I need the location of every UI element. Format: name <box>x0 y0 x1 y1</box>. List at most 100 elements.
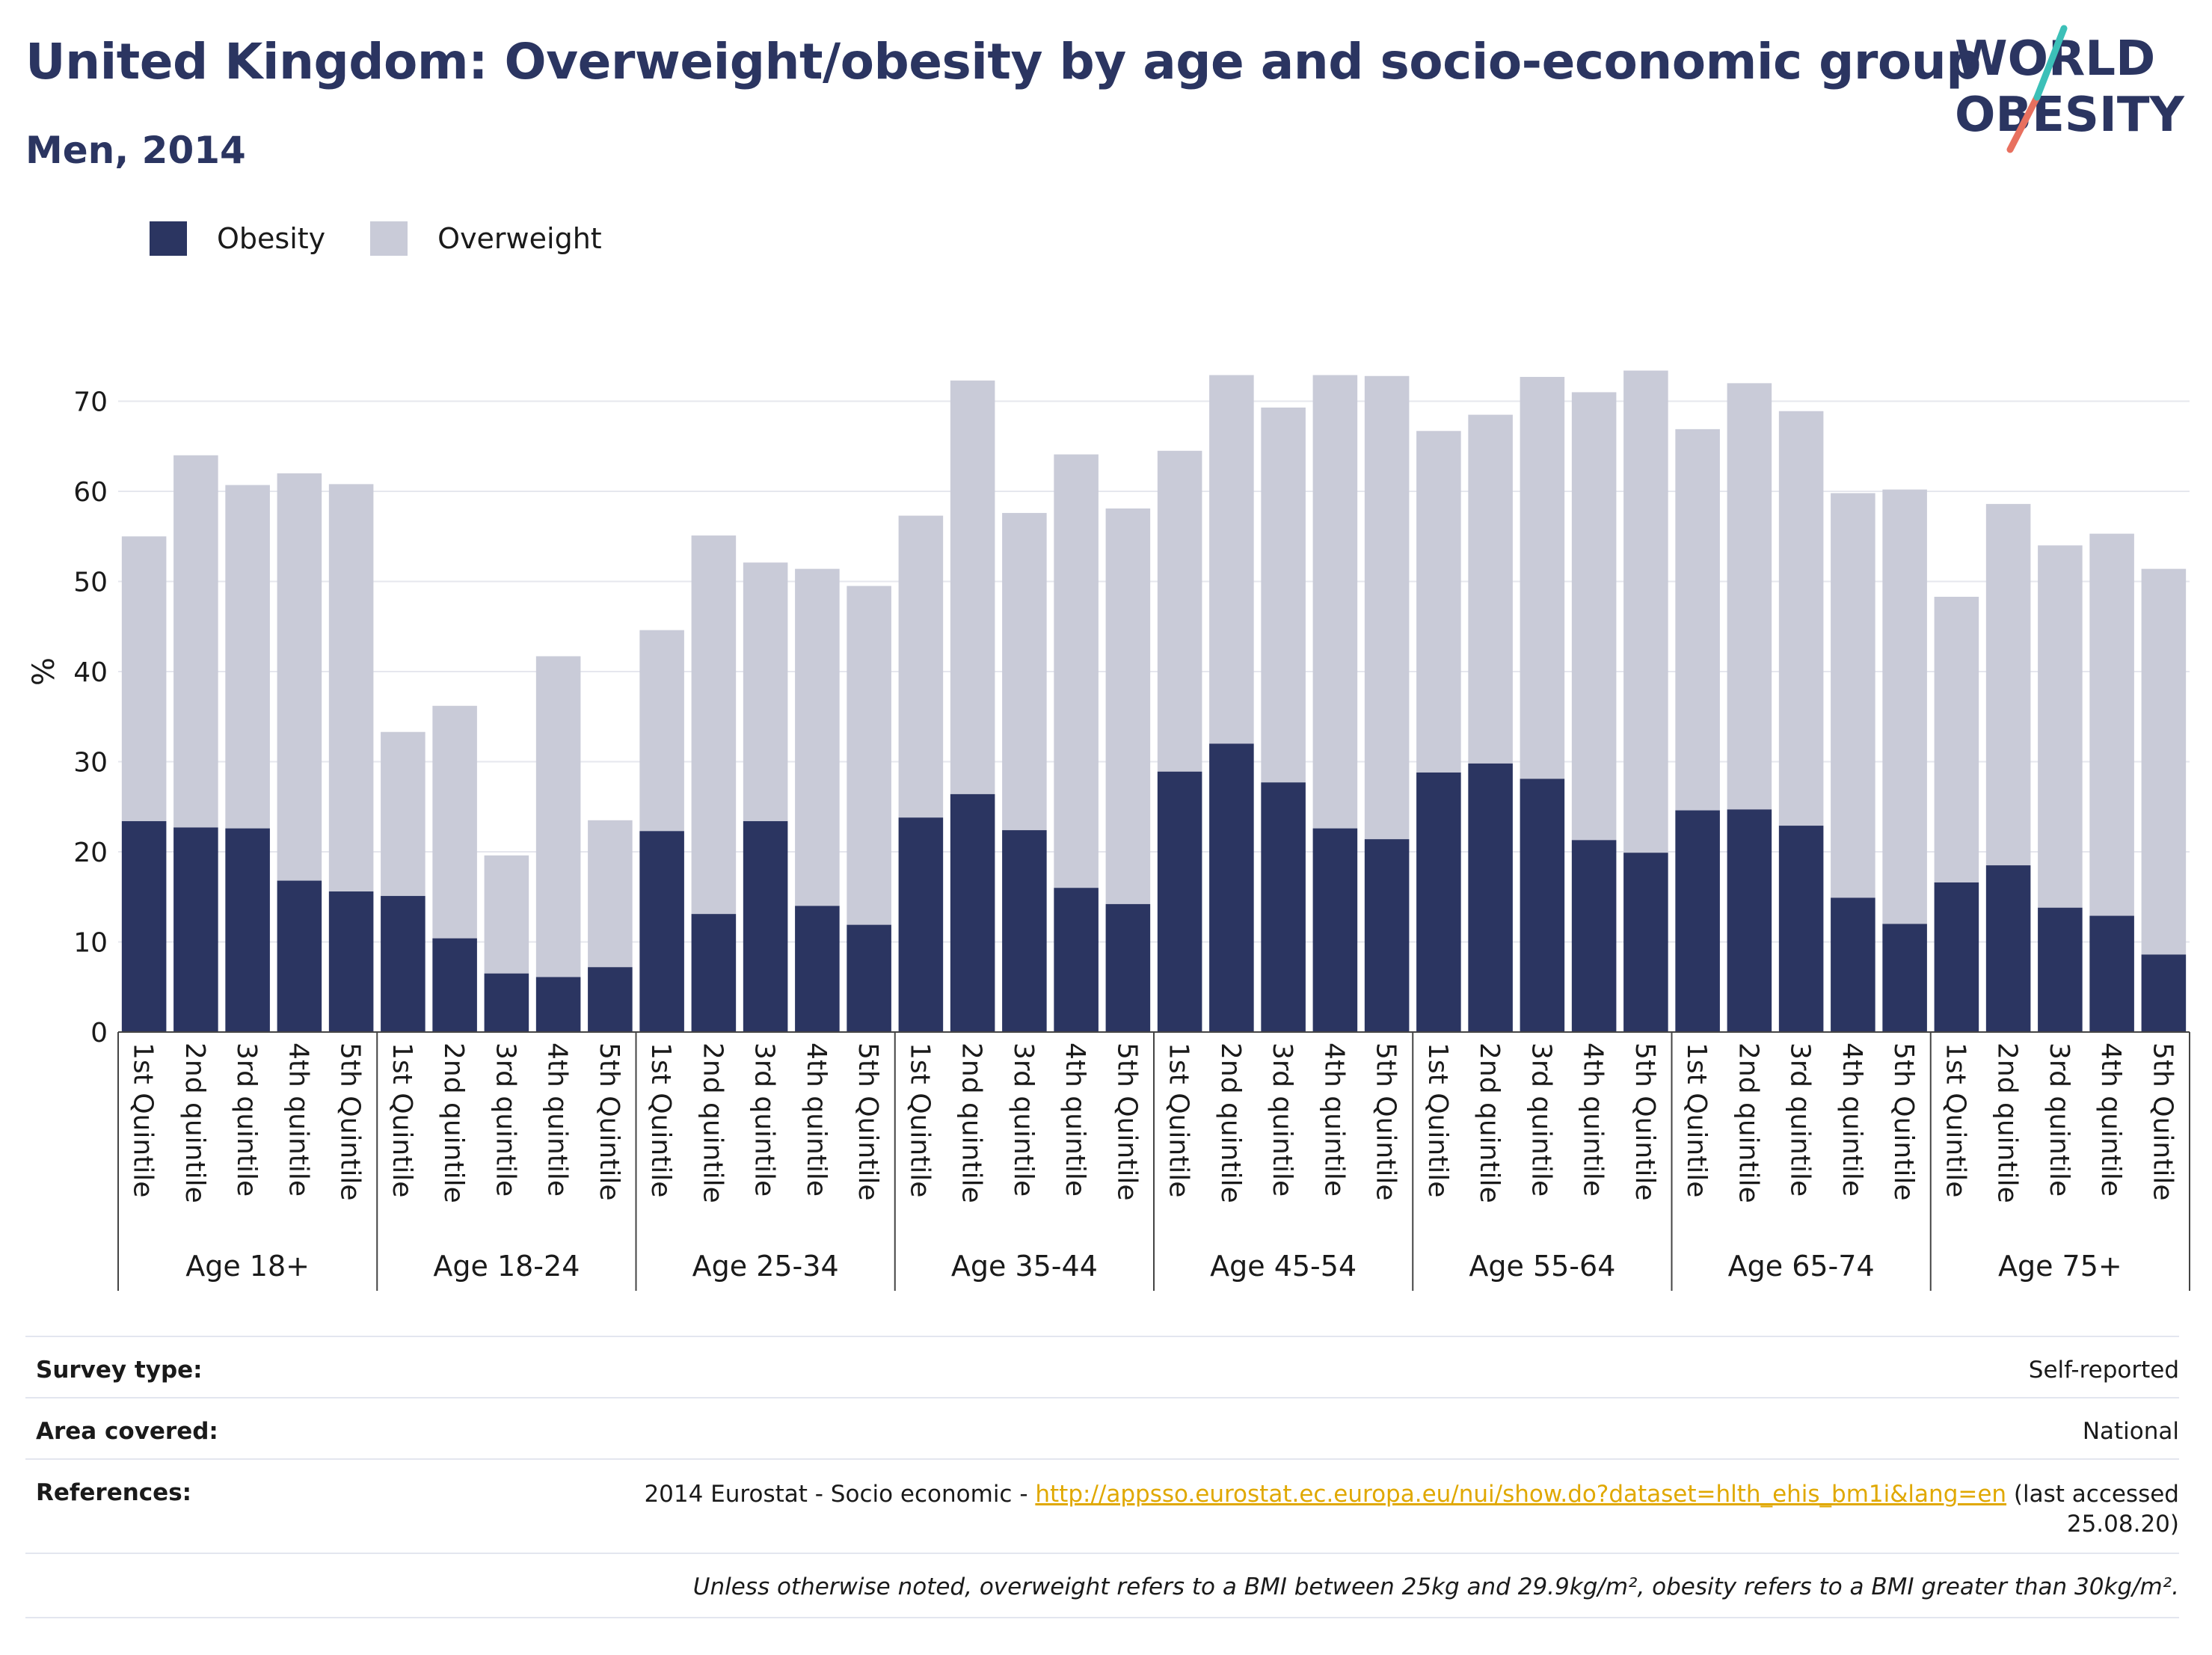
bar-overweight <box>535 656 581 977</box>
bar-obesity <box>1778 826 1824 1032</box>
bar-overweight <box>432 705 477 939</box>
x-tick-label: 5th Quintile <box>1111 1043 1142 1201</box>
bar-overweight <box>1157 450 1202 772</box>
bar-overweight <box>639 630 684 832</box>
ref-suffix: (last accessed <box>2006 1481 2179 1508</box>
x-tick-label: 1st Quintile <box>128 1043 159 1197</box>
references-value: 2014 Eurostat - Socio economic - http://… <box>644 1479 2179 1539</box>
survey-type-value: Self-reported <box>2028 1357 2179 1384</box>
x-tick-label: 1st Quintile <box>1940 1043 1970 1197</box>
bar-overweight <box>1105 508 1151 904</box>
bar-obesity <box>950 793 995 1032</box>
bar-overweight <box>2038 545 2083 908</box>
x-tick-label: 1st Quintile <box>645 1043 676 1197</box>
references-label: References: <box>36 1479 192 1506</box>
y-tick-label: 40 <box>73 657 108 688</box>
bar-obesity <box>381 896 425 1032</box>
bar-obesity <box>225 828 270 1032</box>
bar-overweight <box>1261 407 1306 783</box>
bar-obesity <box>1468 763 1513 1032</box>
bar-obesity <box>2089 915 2134 1032</box>
bar-obesity <box>432 938 477 1032</box>
bar-overweight <box>2141 568 2187 955</box>
ref-prefix: 2014 Eurostat - Socio economic - <box>644 1481 1036 1508</box>
group-label: Age 65-74 <box>1728 1250 1875 1283</box>
x-tick-label: 2nd quintile <box>956 1043 987 1203</box>
x-tick-label: 3rd quintile <box>1008 1043 1039 1197</box>
bar-overweight <box>1364 375 1410 840</box>
bar-overweight <box>743 562 788 822</box>
y-tick-label: 70 <box>73 387 108 418</box>
stacked-bar-chart: 0 10 20 30 40 50 60 70% 1st Quintile 2nd quintile… <box>27 370 2190 1291</box>
bar-overweight <box>1002 512 1047 831</box>
ref-link[interactable]: http://appsso.eurostat.ec.europa.eu/nui/… <box>1035 1481 2007 1508</box>
x-tick-label: 2nd quintile <box>1733 1043 1763 1203</box>
bar-overweight <box>1882 489 1927 924</box>
x-tick-label: 3rd quintile <box>231 1043 262 1197</box>
x-tick-label: 4th quintile <box>1578 1043 1609 1197</box>
legend-swatch-overweight <box>370 221 408 256</box>
bar-obesity <box>1105 903 1151 1032</box>
bar-obesity <box>1157 771 1202 1032</box>
bar-overweight <box>328 484 374 892</box>
bar-overweight <box>173 455 218 828</box>
ref-date: 25.08.20) <box>2066 1511 2179 1538</box>
group-label: Age 45-54 <box>1210 1250 1357 1283</box>
bar-overweight <box>795 568 840 906</box>
bar-overweight <box>1934 596 1979 882</box>
bar-overweight <box>1054 454 1099 888</box>
x-tick-label: 5th Quintile <box>1629 1043 1660 1201</box>
y-tick-label: 60 <box>73 477 108 508</box>
bar-obesity <box>1985 865 2031 1032</box>
x-tick-label: 3rd quintile <box>2044 1043 2074 1197</box>
info-row-area: Area covered: National <box>25 1397 2179 1458</box>
y-tick-label: 20 <box>73 838 108 868</box>
bar-overweight <box>1727 383 1772 810</box>
bar-overweight <box>950 380 995 794</box>
bar-overweight <box>2089 533 2134 916</box>
bar-obesity <box>1054 888 1099 1032</box>
bar-obesity <box>2141 954 2187 1032</box>
bar-obesity <box>847 924 891 1032</box>
bar-overweight <box>1831 493 1875 898</box>
bar-overweight <box>898 515 944 818</box>
x-tick-label: 5th Quintile <box>1371 1043 1401 1201</box>
bar-obesity <box>484 973 529 1032</box>
info-table: Survey type: Self-reported Area covered:… <box>25 1336 2179 1620</box>
bar-overweight <box>1416 431 1461 773</box>
bar-overweight <box>381 731 425 897</box>
legend-label-overweight: Overweight <box>437 222 602 255</box>
x-tick-label: 4th quintile <box>283 1043 313 1197</box>
bar-obesity <box>535 977 581 1032</box>
y-tick-label: 0 <box>90 1018 108 1048</box>
bar-obesity <box>1675 810 1720 1032</box>
area-label: Area covered: <box>36 1418 218 1445</box>
bar-overweight <box>588 820 633 968</box>
bar-overweight <box>277 473 322 881</box>
group-label: Age 35-44 <box>951 1250 1098 1283</box>
x-tick-label: 1st Quintile <box>1681 1043 1712 1197</box>
x-tick-label: 3rd quintile <box>1785 1043 1816 1197</box>
x-tick-label: 2nd quintile <box>1474 1043 1505 1203</box>
bar-obesity <box>121 821 167 1032</box>
bar-obesity <box>1520 779 1565 1032</box>
group-label: Age 75+ <box>1998 1250 2122 1283</box>
info-row-references: References: 2014 Eurostat - Socio econom… <box>25 1458 2179 1553</box>
x-tick-label: 5th Quintile <box>2147 1043 2178 1201</box>
bar-obesity <box>1002 830 1047 1032</box>
bar-obesity <box>173 827 218 1032</box>
bar-overweight <box>847 586 891 925</box>
bar-overweight <box>1312 375 1358 829</box>
x-tick-label: 1st Quintile <box>904 1043 935 1197</box>
bar-overweight <box>225 485 270 829</box>
chart-title: United Kingdom: Overweight/obesity by ag… <box>25 33 1982 90</box>
legend-item-obesity: Obesity <box>150 221 325 256</box>
bar-obesity <box>1934 882 1979 1032</box>
bar-overweight <box>691 535 737 915</box>
area-value: National <box>2082 1418 2179 1445</box>
x-tick-label: 5th Quintile <box>335 1043 366 1201</box>
bar-overweight <box>484 855 529 974</box>
bar-obesity <box>1727 809 1772 1032</box>
x-tick-label: 2nd quintile <box>1215 1043 1246 1203</box>
bar-obesity <box>1312 828 1358 1032</box>
